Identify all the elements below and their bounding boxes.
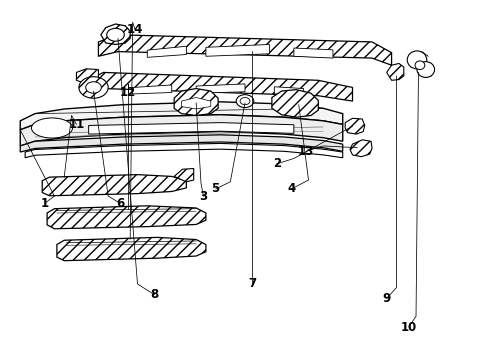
Polygon shape [272, 90, 319, 117]
Polygon shape [98, 35, 392, 65]
Polygon shape [20, 115, 343, 146]
Text: 6: 6 [116, 197, 124, 210]
Polygon shape [57, 237, 206, 261]
Ellipse shape [86, 82, 101, 93]
Polygon shape [294, 48, 333, 58]
Text: 9: 9 [383, 292, 391, 305]
Polygon shape [20, 102, 343, 130]
Ellipse shape [236, 95, 254, 108]
Text: 8: 8 [150, 288, 159, 301]
Polygon shape [147, 46, 186, 57]
Polygon shape [174, 168, 194, 182]
Polygon shape [345, 118, 365, 134]
Polygon shape [387, 63, 404, 80]
Ellipse shape [407, 51, 427, 69]
Ellipse shape [417, 62, 435, 77]
Polygon shape [20, 135, 343, 152]
Polygon shape [196, 84, 245, 93]
Ellipse shape [415, 61, 425, 69]
Polygon shape [133, 85, 172, 94]
Polygon shape [89, 123, 294, 134]
Ellipse shape [31, 118, 73, 138]
Polygon shape [350, 140, 372, 157]
Polygon shape [42, 175, 186, 196]
Ellipse shape [107, 28, 124, 41]
Polygon shape [274, 87, 304, 95]
Text: 12: 12 [120, 86, 136, 99]
Polygon shape [25, 143, 343, 158]
Text: 10: 10 [400, 320, 417, 333]
Polygon shape [47, 206, 206, 229]
Text: 14: 14 [127, 23, 143, 36]
Text: 4: 4 [287, 183, 295, 195]
Polygon shape [174, 89, 218, 116]
Ellipse shape [79, 77, 108, 98]
Polygon shape [206, 44, 270, 56]
Polygon shape [181, 98, 211, 109]
Text: 2: 2 [273, 157, 281, 170]
Text: 5: 5 [212, 183, 220, 195]
Text: 1: 1 [41, 197, 49, 210]
Polygon shape [101, 24, 130, 44]
Text: 7: 7 [248, 278, 256, 291]
Ellipse shape [240, 98, 250, 105]
Text: 13: 13 [298, 145, 314, 158]
Text: 11: 11 [68, 118, 85, 131]
Polygon shape [86, 72, 352, 101]
Polygon shape [76, 69, 98, 84]
Text: 3: 3 [199, 190, 208, 203]
